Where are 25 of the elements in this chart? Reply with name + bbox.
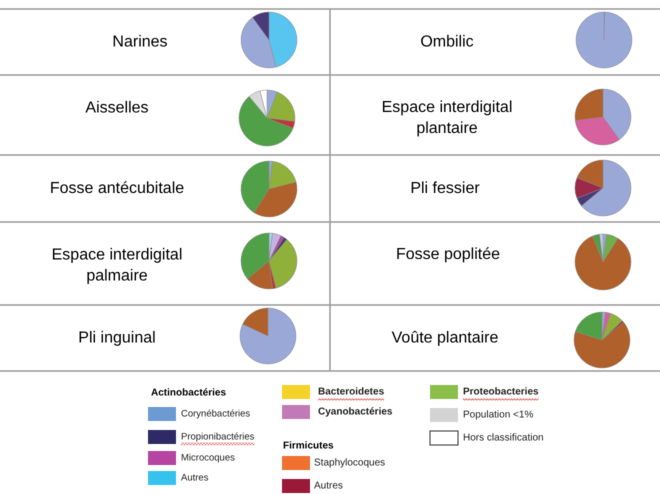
text: Voûte plantaire xyxy=(392,330,498,346)
category-label: Microcoques xyxy=(181,452,236,464)
text: Fosse poplitée xyxy=(396,246,500,263)
category-label: Proteobacteries xyxy=(463,386,540,398)
pie-slice xyxy=(574,236,632,290)
text: Fosse antécubitale xyxy=(50,180,184,197)
category-label: Population <1% xyxy=(463,410,534,420)
text: Espace interdigital palmaire xyxy=(52,246,182,284)
text: Espace interdigital plantaire xyxy=(382,99,512,137)
category-label: Cyanobactéries xyxy=(318,406,393,418)
category-label: Propionibactéries xyxy=(181,432,255,442)
pie-slice xyxy=(240,308,296,364)
text: Pli fessier xyxy=(410,180,480,197)
category-label: Autres xyxy=(181,472,209,484)
text: Ombilic xyxy=(420,34,474,50)
text: Actinobactéries xyxy=(151,388,226,398)
text: Firmicutes xyxy=(283,440,334,452)
category-label: Staphylocoques xyxy=(314,458,386,468)
text: Aisselles xyxy=(85,100,149,116)
text: Pli inguinal xyxy=(78,330,156,346)
category-label: Autres xyxy=(314,480,343,492)
text: Narines xyxy=(112,34,168,50)
category-label: Corynébactéries xyxy=(181,408,250,420)
category-label: Bacteroidetes xyxy=(318,386,385,398)
category-label: Hors classification xyxy=(463,432,544,444)
